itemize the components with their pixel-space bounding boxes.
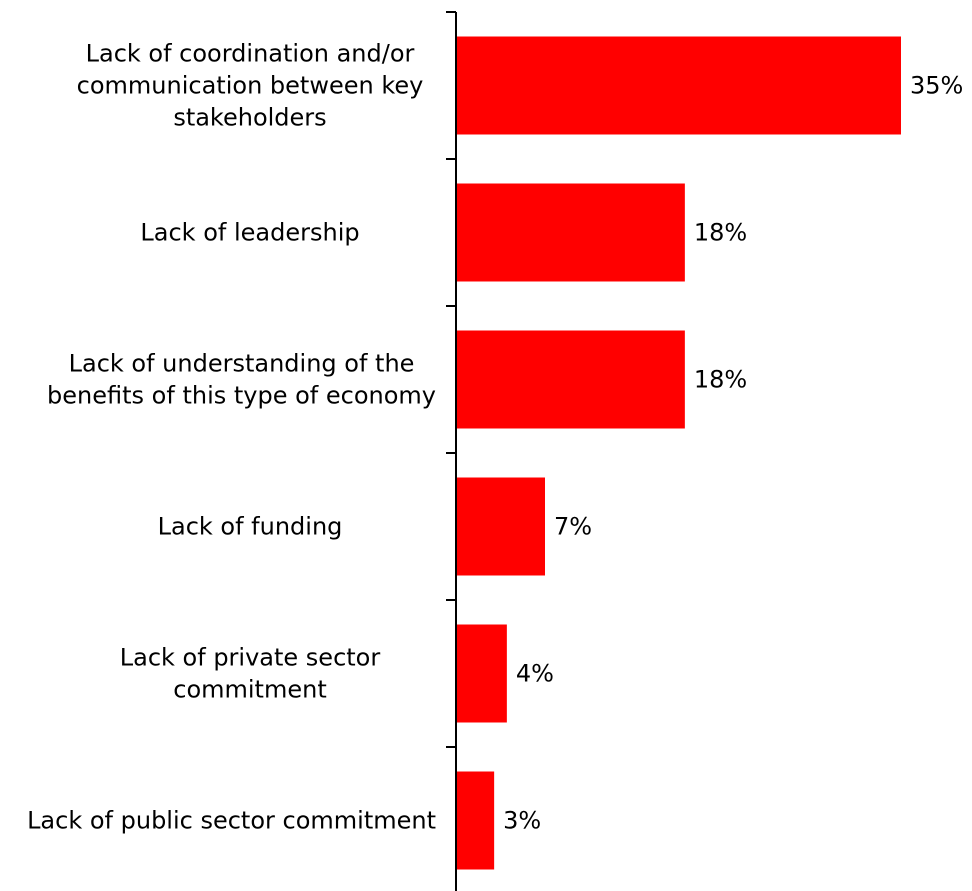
category-label-line: Lack of coordination and/or bbox=[86, 40, 415, 68]
category-label-2: Lack of leadership bbox=[140, 219, 359, 247]
bar-6 bbox=[456, 771, 495, 870]
value-label-6: 3% bbox=[503, 807, 541, 835]
category-label-line: benefits of this type of economy bbox=[47, 382, 436, 410]
category-labels-group: Lack of coordination and/or communication… bbox=[27, 40, 436, 835]
bar-2 bbox=[456, 183, 685, 282]
bar-5 bbox=[456, 624, 507, 723]
category-label-6: Lack of public sector commitment bbox=[27, 807, 436, 835]
bar-3 bbox=[456, 330, 685, 429]
category-label-line: Lack of funding bbox=[158, 513, 343, 541]
value-label-2: 18% bbox=[694, 219, 747, 247]
category-label-4: Lack of funding bbox=[158, 513, 343, 541]
category-label-1: Lack of coordination and/or communication… bbox=[77, 40, 424, 132]
category-label-5: Lack of private sector commitment bbox=[120, 644, 381, 704]
category-label-line: Lack of private sector bbox=[120, 644, 381, 672]
value-label-4: 7% bbox=[554, 513, 592, 541]
y-axis bbox=[446, 11, 457, 891]
value-labels-group: 35% 18% 18% 7% 4% 3% bbox=[503, 72, 963, 835]
category-label-line: communication between key bbox=[77, 72, 424, 100]
value-label-5: 4% bbox=[516, 660, 554, 688]
category-label-line: Lack of understanding of the bbox=[69, 350, 415, 378]
category-label-line: Lack of leadership bbox=[140, 219, 359, 247]
bar-4 bbox=[456, 477, 545, 576]
category-label-line: stakeholders bbox=[173, 104, 326, 132]
value-label-1: 35% bbox=[910, 72, 963, 100]
category-label-line: commitment bbox=[173, 676, 326, 704]
bars-group bbox=[456, 36, 901, 870]
value-label-3: 18% bbox=[694, 366, 747, 394]
category-label-line: Lack of public sector commitment bbox=[27, 807, 436, 835]
bar-1 bbox=[456, 36, 901, 135]
category-label-3: Lack of understanding of the benefits of … bbox=[47, 350, 436, 410]
